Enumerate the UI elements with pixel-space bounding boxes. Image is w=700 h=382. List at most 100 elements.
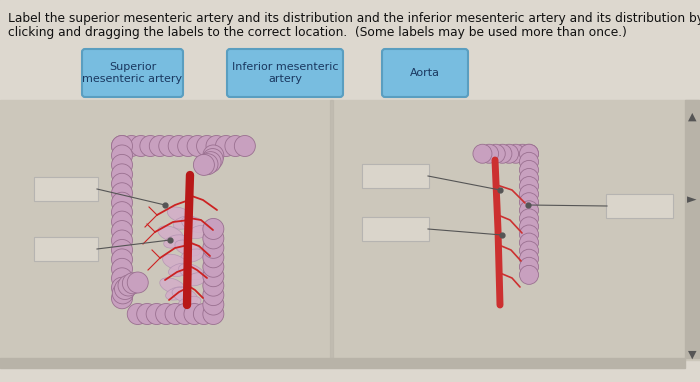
Ellipse shape <box>172 287 197 303</box>
Circle shape <box>184 304 205 324</box>
Circle shape <box>178 136 199 157</box>
Circle shape <box>500 144 519 163</box>
Text: ▼: ▼ <box>687 350 696 360</box>
Circle shape <box>519 144 538 163</box>
Circle shape <box>203 145 224 166</box>
Bar <box>0 100 700 360</box>
Circle shape <box>519 176 538 196</box>
Circle shape <box>203 294 224 315</box>
Circle shape <box>187 136 208 157</box>
Circle shape <box>111 164 132 185</box>
Circle shape <box>519 265 538 284</box>
Text: Superior
mesenteric artery: Superior mesenteric artery <box>83 62 183 84</box>
Ellipse shape <box>178 296 201 309</box>
Circle shape <box>197 136 218 157</box>
FancyBboxPatch shape <box>34 177 98 201</box>
Ellipse shape <box>158 226 183 242</box>
Circle shape <box>506 144 525 163</box>
Ellipse shape <box>169 263 192 277</box>
Circle shape <box>193 154 214 175</box>
Bar <box>0 358 685 368</box>
Circle shape <box>519 168 538 188</box>
Text: clicking and dragging the labels to the correct location.  (Some labels may be u: clicking and dragging the labels to the … <box>8 26 627 39</box>
Circle shape <box>519 217 538 236</box>
Circle shape <box>519 193 538 212</box>
FancyBboxPatch shape <box>362 164 429 188</box>
Circle shape <box>140 136 161 157</box>
Circle shape <box>203 219 224 240</box>
Circle shape <box>111 277 132 298</box>
Circle shape <box>216 136 237 157</box>
Ellipse shape <box>181 216 206 233</box>
Bar <box>685 100 699 358</box>
Text: ►: ► <box>687 194 696 207</box>
Circle shape <box>146 304 167 324</box>
Circle shape <box>111 136 132 157</box>
Ellipse shape <box>162 254 188 270</box>
Text: Aorta: Aorta <box>410 68 440 78</box>
FancyBboxPatch shape <box>34 237 98 261</box>
Circle shape <box>111 145 132 166</box>
Circle shape <box>519 209 538 228</box>
Circle shape <box>111 268 132 289</box>
Ellipse shape <box>160 278 185 294</box>
FancyBboxPatch shape <box>82 49 183 97</box>
Circle shape <box>486 144 505 163</box>
Circle shape <box>203 228 224 249</box>
Circle shape <box>519 241 538 260</box>
Ellipse shape <box>167 207 192 223</box>
Circle shape <box>519 201 538 220</box>
Circle shape <box>122 273 144 294</box>
Circle shape <box>111 192 132 213</box>
Circle shape <box>168 136 189 157</box>
Circle shape <box>159 136 180 157</box>
Circle shape <box>118 275 139 296</box>
Text: Label the superior mesenteric artery and its distribution and the inferior mesen: Label the superior mesenteric artery and… <box>8 12 700 25</box>
Circle shape <box>111 258 132 279</box>
Ellipse shape <box>164 235 187 248</box>
Circle shape <box>136 304 158 324</box>
Ellipse shape <box>173 216 196 229</box>
Circle shape <box>519 233 538 252</box>
Circle shape <box>127 272 148 293</box>
Circle shape <box>111 173 132 194</box>
Circle shape <box>111 220 132 241</box>
Circle shape <box>111 230 132 251</box>
Ellipse shape <box>181 249 204 262</box>
Circle shape <box>193 304 214 324</box>
Circle shape <box>130 136 151 157</box>
Circle shape <box>519 160 538 180</box>
Circle shape <box>174 304 195 324</box>
Circle shape <box>112 283 133 304</box>
Text: ▲: ▲ <box>687 112 696 122</box>
Circle shape <box>206 136 227 157</box>
FancyBboxPatch shape <box>227 49 343 97</box>
Circle shape <box>121 136 142 157</box>
FancyBboxPatch shape <box>606 194 673 218</box>
Circle shape <box>203 256 224 277</box>
Circle shape <box>111 288 132 309</box>
Circle shape <box>111 249 132 270</box>
Text: Inferior mesenteric
artery: Inferior mesenteric artery <box>232 62 338 84</box>
Circle shape <box>111 154 132 175</box>
Circle shape <box>519 225 538 244</box>
Circle shape <box>519 249 538 268</box>
Ellipse shape <box>188 225 211 239</box>
Circle shape <box>111 202 132 223</box>
FancyBboxPatch shape <box>382 49 468 97</box>
Circle shape <box>203 237 224 258</box>
Circle shape <box>165 304 186 324</box>
Circle shape <box>202 149 223 170</box>
Circle shape <box>234 136 255 157</box>
Circle shape <box>519 257 538 276</box>
Circle shape <box>513 144 532 163</box>
FancyBboxPatch shape <box>362 217 429 241</box>
Ellipse shape <box>185 273 208 286</box>
Ellipse shape <box>166 287 189 300</box>
Circle shape <box>203 304 224 324</box>
Circle shape <box>203 266 224 287</box>
Circle shape <box>225 136 246 157</box>
Circle shape <box>480 144 498 163</box>
Circle shape <box>493 144 512 163</box>
Bar <box>330 100 333 360</box>
